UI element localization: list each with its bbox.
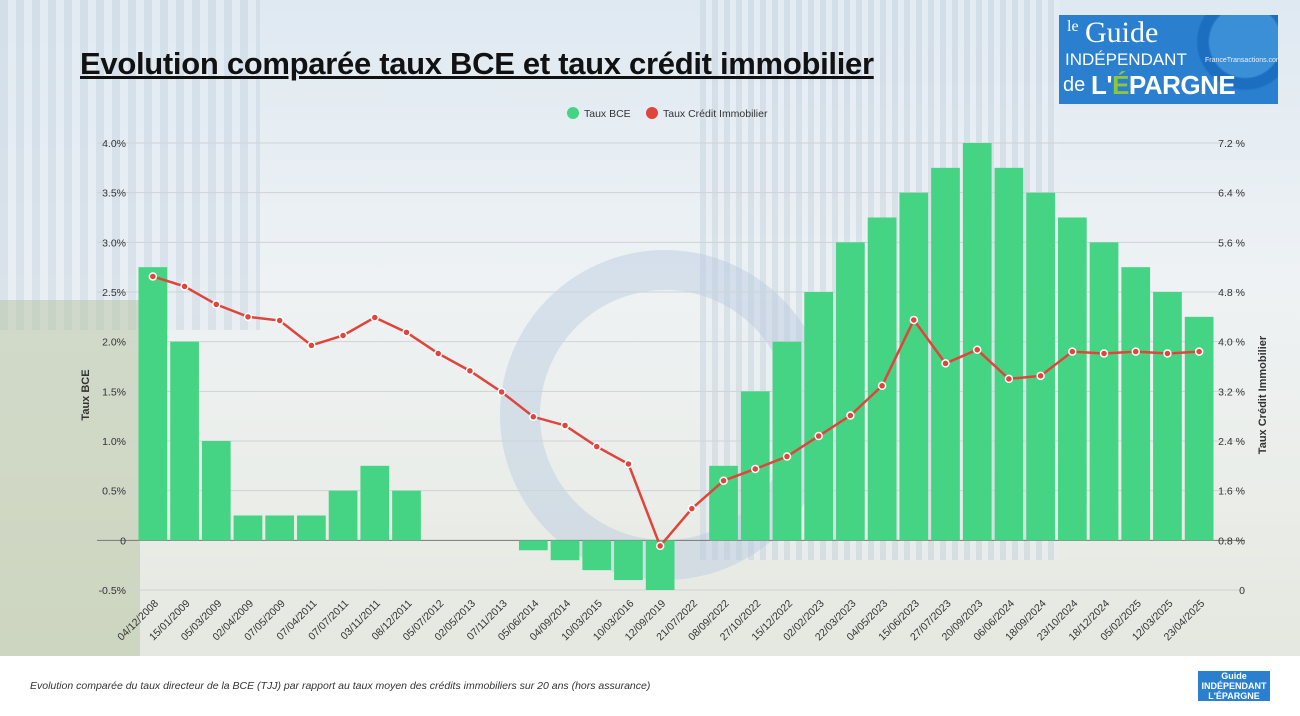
bar-taux-bce (360, 465, 390, 541)
bar-taux-bce (899, 192, 929, 541)
point-taux-credit (1163, 349, 1172, 358)
right-axis-title: Taux Crédit Immobilier (1257, 335, 1269, 454)
point-taux-credit (655, 541, 665, 551)
point-taux-credit (243, 312, 253, 322)
right-tick-label: 6.4 % (1218, 188, 1245, 200)
legend-label-taux-credit: Taux Crédit Immobilier (663, 108, 768, 120)
footer: Evolution comparée du taux directeur de … (0, 656, 1300, 716)
point-taux-credit (687, 504, 697, 513)
right-tick-label: 4.8 % (1218, 287, 1245, 299)
point-taux-credit (560, 421, 570, 430)
bar-taux-bce (931, 167, 960, 541)
point-taux-credit (624, 459, 633, 469)
right-tick-label: 2.4 % (1218, 436, 1245, 448)
right-tick-label: 7.2 % (1218, 138, 1245, 150)
point-taux-credit (909, 315, 919, 325)
right-tick-label: 4.0 % (1218, 337, 1245, 349)
bar-taux-bce (1026, 192, 1055, 541)
point-taux-credit (814, 431, 823, 441)
bar-taux-bce (1121, 267, 1151, 541)
bar-taux-bce (297, 515, 326, 541)
chart: -0.5% 0 0.5% 1.0% 1.5% 2.0% 2.5% 3.0% 3.5% 4.0% 0 0… (80, 107, 1269, 643)
bar-taux-bce (772, 341, 802, 541)
left-tick-label: 2.0% (102, 337, 126, 349)
bar-taux-bce (138, 267, 168, 541)
point-taux-credit (1036, 371, 1045, 381)
legend-marker-taux-bce (567, 107, 579, 119)
point-taux-credit (212, 300, 221, 309)
point-taux-credit (1131, 347, 1140, 356)
logo-site: FranceTransactions.com (1205, 57, 1278, 64)
left-tick-label: 1.5% (102, 386, 126, 398)
bar-taux-bce (201, 441, 231, 541)
bar-taux-bce (392, 490, 421, 541)
right-tick-label: 0.8 % (1218, 535, 1245, 547)
point-taux-credit (1004, 374, 1014, 384)
point-taux-credit (751, 464, 760, 474)
left-tick-label: 2.5% (102, 287, 126, 299)
point-taux-credit (719, 476, 728, 485)
right-tick-label: 3.2 % (1218, 386, 1245, 398)
point-taux-credit (1099, 349, 1109, 358)
right-tick-label: 5.6 % (1218, 237, 1245, 249)
point-taux-credit (941, 359, 950, 368)
left-tick-label: 1.0% (102, 436, 126, 448)
bar-taux-bce (1153, 292, 1182, 541)
left-tick-label: 3.5% (102, 188, 126, 200)
point-taux-credit (370, 313, 380, 322)
bar-taux-bce (518, 540, 548, 551)
right-tick-label: 0 (1239, 585, 1245, 597)
point-taux-credit (877, 381, 887, 390)
left-axis-title: Taux BCE (80, 369, 92, 420)
point-taux-credit (307, 341, 316, 350)
bar-taux-bce (265, 515, 295, 541)
point-taux-credit (592, 442, 601, 451)
left-tick-label: -0.5% (99, 585, 126, 597)
point-taux-credit (402, 328, 411, 337)
point-taux-credit (1068, 347, 1077, 356)
point-taux-credit (782, 452, 792, 461)
bar-taux-bce (233, 515, 263, 541)
point-taux-credit (529, 412, 538, 422)
guide-epargne-logo: le Guide INDÉPENDANT FranceTransactions.co… (1059, 15, 1278, 104)
left-tick-label: 0 (120, 535, 126, 547)
right-tick-label: 1.6 % (1218, 486, 1245, 498)
footer-logo: Guide INDÉPENDANT L'ÉPARGNE (1198, 671, 1270, 701)
bar-taux-bce (836, 242, 865, 541)
point-taux-credit (338, 331, 348, 340)
point-taux-credit (148, 272, 158, 281)
bar-taux-bce (582, 540, 612, 571)
bar-taux-bce (1057, 217, 1087, 541)
line-taux-credit (152, 275, 1200, 549)
chart-caption: Evolution comparée du taux directeur de … (30, 680, 651, 692)
bar-taux-bce (550, 540, 580, 561)
page-title: Evolution comparée taux BCE et taux créd… (80, 46, 874, 81)
bar-taux-bce (1089, 242, 1119, 541)
legend-marker-taux-credit (646, 107, 658, 119)
point-taux-credit (1194, 347, 1204, 356)
bar-taux-bce (170, 341, 199, 541)
legend-label-taux-bce: Taux BCE (584, 108, 631, 120)
point-taux-credit (180, 282, 189, 291)
bar-taux-bce (804, 292, 834, 541)
bar-taux-bce (867, 217, 897, 541)
point-taux-credit (497, 387, 506, 397)
point-taux-credit (275, 316, 284, 325)
bar-taux-bce (328, 490, 358, 541)
left-tick-label: 3.0% (102, 237, 126, 249)
bar-taux-bce (994, 167, 1024, 541)
bar-taux-bce (614, 540, 643, 581)
point-taux-credit (846, 411, 855, 420)
point-taux-credit (972, 345, 982, 354)
point-taux-credit (465, 366, 475, 376)
left-tick-label: 4.0% (102, 138, 126, 150)
bar-taux-bce (962, 143, 992, 541)
left-tick-label: 0.5% (102, 486, 126, 498)
point-taux-credit (433, 349, 443, 358)
